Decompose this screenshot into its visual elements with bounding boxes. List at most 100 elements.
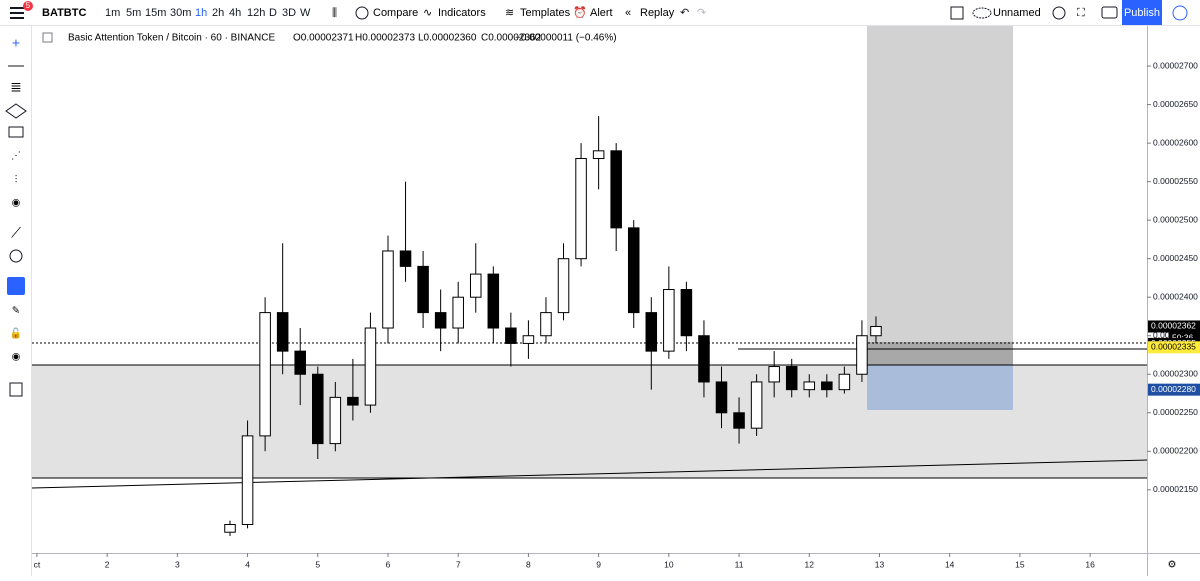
prediction-tool[interactable]: ⫶: [15, 175, 18, 186]
y-tick-label: 0.00002500: [1153, 214, 1198, 224]
badge: [23, 1, 33, 11]
cross-tool[interactable]: +: [12, 35, 20, 51]
x-tick-label: 13: [875, 559, 885, 569]
candle-body: [417, 265, 429, 314]
undo[interactable]: ↶: [680, 7, 689, 19]
pattern-tool[interactable]: ⋰: [11, 151, 21, 162]
y-tick-label: 0.00002200: [1153, 446, 1198, 456]
interval[interactable]: 1m: [105, 7, 120, 19]
trash[interactable]: [9, 382, 23, 397]
stay-drawing[interactable]: ✎: [12, 306, 20, 317]
x-tick-label: 7: [456, 559, 461, 569]
replay[interactable]: Replay: [640, 7, 675, 19]
interval[interactable]: D: [269, 7, 277, 19]
y-tick-label: 0.00002400: [1153, 291, 1198, 301]
indicators[interactable]: Indicators: [438, 7, 486, 19]
plot: [224, 116, 882, 537]
candle-body: [680, 289, 693, 337]
layout-name[interactable]: Unnamed: [993, 7, 1041, 19]
expand[interactable]: [42, 32, 53, 43]
play[interactable]: [1172, 5, 1188, 21]
x-tick-label: 10: [664, 559, 674, 569]
trend-line: [31, 459, 1148, 489]
badge-count: 5: [26, 1, 31, 10]
countdown: 50:36: [1172, 333, 1194, 343]
candle-body: [434, 312, 447, 329]
settings[interactable]: [1052, 6, 1066, 20]
interval[interactable]: 3D: [282, 7, 296, 19]
templates[interactable]: Templates: [520, 7, 571, 19]
y-tick-label: 0.00002600: [1153, 137, 1198, 147]
interval[interactable]: 30m: [170, 7, 191, 19]
toolbar-bg: [0, 26, 31, 576]
x-tick-label: 6: [386, 559, 391, 569]
x-tick-label: 5: [315, 559, 320, 569]
menu-icon[interactable]: [10, 7, 24, 9]
publish-btn[interactable]: [1122, 0, 1162, 25]
menu-icon: [10, 12, 24, 14]
candle-body: [294, 350, 306, 375]
candle-body: [329, 396, 342, 445]
fib-tool[interactable]: ≣: [10, 79, 22, 95]
candle-body: [856, 335, 868, 375]
text-tool[interactable]: [8, 126, 24, 138]
eye-tool[interactable]: ◉: [12, 198, 21, 209]
indicators-icon: ∿: [423, 7, 432, 19]
interval[interactable]: 5m: [126, 7, 141, 19]
candle-body: [645, 312, 658, 352]
interval[interactable]: W: [300, 7, 311, 19]
snapshot[interactable]: [1101, 6, 1118, 19]
drawings: [31, 26, 1148, 489]
x-tick-label: 16: [1085, 559, 1095, 569]
interval[interactable]: 1h: [195, 7, 207, 19]
candle-body: [224, 523, 236, 533]
left-toolbar: + ≣ ⋰ ⫶ ◉ ⟋ ✎ 🔓 ◉: [0, 26, 32, 576]
compare[interactable]: Compare: [373, 7, 418, 19]
alert[interactable]: Alert: [590, 7, 613, 19]
candle-body: [505, 327, 517, 344]
candle-body: [610, 150, 622, 229]
axes: 0.00002150 0.00002200 0.00002250 0.00002300…: [34, 60, 1200, 569]
zoom[interactable]: [9, 249, 23, 263]
y-tick-label: 0.00002450: [1153, 253, 1198, 263]
interval[interactable]: 15m: [145, 7, 166, 19]
candle-body: [241, 435, 254, 525]
menu-icon: [10, 17, 24, 19]
candle-body: [785, 366, 798, 391]
checkbox[interactable]: [950, 6, 964, 20]
templates-icon: ≋: [505, 7, 514, 19]
compare-icon: [355, 6, 369, 20]
candle-body: [522, 335, 535, 344]
alert-icon: ⏰: [573, 5, 587, 19]
ruler[interactable]: ⟋: [11, 225, 21, 241]
y-tick-label: 0.00002700: [1153, 60, 1198, 70]
axis-settings[interactable]: ⚙: [1168, 560, 1177, 571]
interval[interactable]: 4h: [229, 7, 241, 19]
candle-icon[interactable]: ⫼: [332, 7, 337, 19]
legend-close: C0.00002362: [481, 33, 541, 44]
interval[interactable]: 2h: [212, 7, 224, 19]
fullscreen[interactable]: ⛶: [1077, 7, 1085, 19]
magnet[interactable]: [7, 277, 25, 295]
x-tick-label: 14: [945, 559, 955, 569]
interval[interactable]: 12h: [247, 7, 265, 19]
candle-body: [382, 250, 394, 329]
visibility[interactable]: ◉: [12, 352, 21, 363]
publish[interactable]: Publish: [1124, 7, 1160, 19]
stop-zone: [867, 365, 1013, 410]
candle-body: [750, 381, 763, 429]
candle-body: [557, 258, 570, 314]
x-tick-label: 3: [175, 559, 180, 569]
intervals: 1m 5m 15m 30m 1h 2h 4h 12h D 3D W: [105, 7, 311, 19]
legend-high: H0.00002373: [355, 33, 415, 44]
candle-body: [540, 312, 552, 337]
candle-body: [838, 373, 851, 391]
shape-tool[interactable]: [5, 103, 27, 119]
top-toolbar: 5 BATBTC 1m 5m 15m 30m 1h 2h 4h 12h D 3D W ⫼ Compa…: [0, 0, 1200, 26]
lock[interactable]: 🔓: [10, 327, 22, 340]
symbol[interactable]: BATBTC: [42, 7, 86, 19]
price-label-bg: [1148, 341, 1200, 354]
price-label: 0.00002362: [1151, 321, 1196, 331]
